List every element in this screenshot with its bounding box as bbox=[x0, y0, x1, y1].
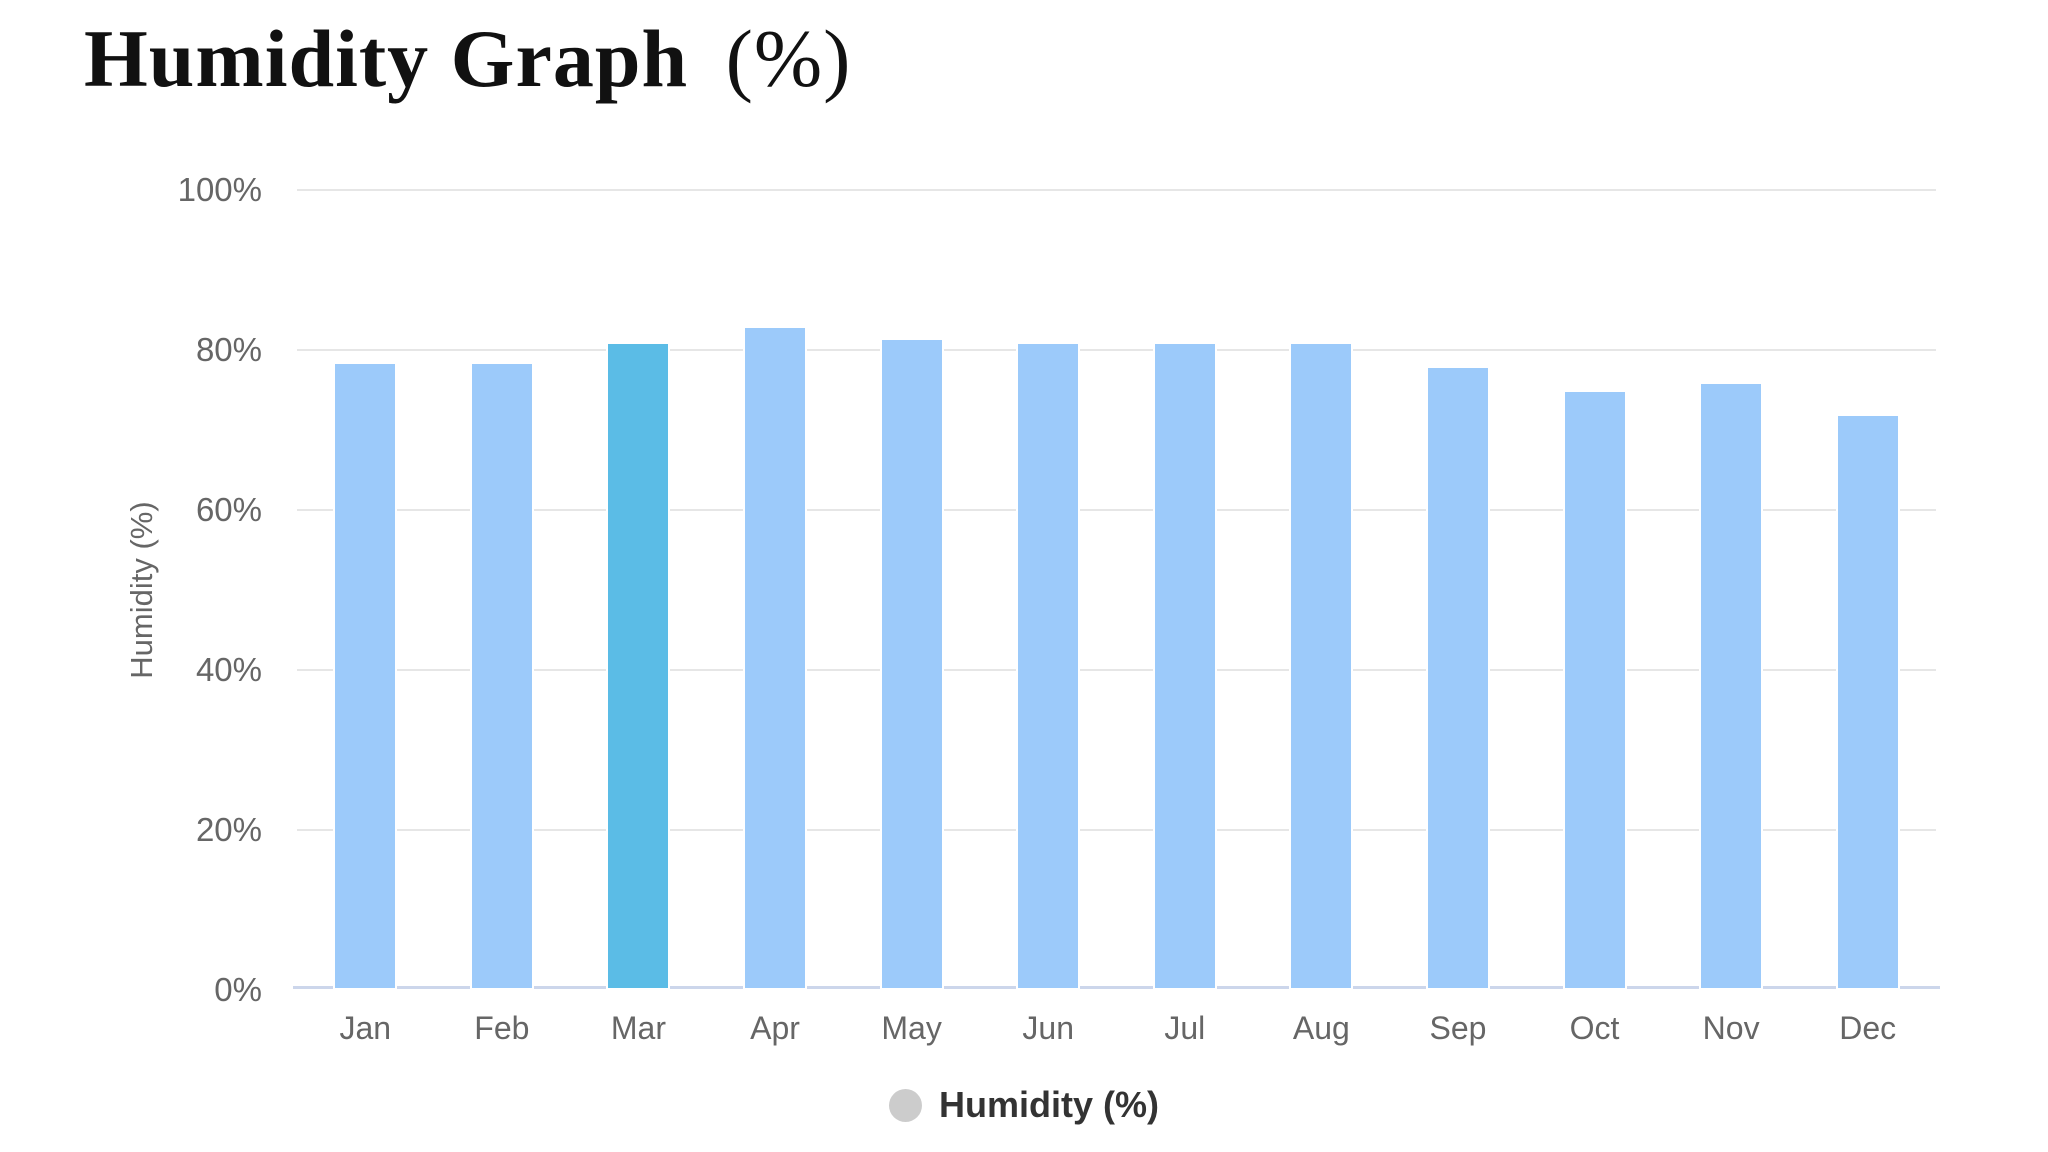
bar-aug[interactable] bbox=[1289, 342, 1354, 990]
bar-nov[interactable] bbox=[1699, 382, 1764, 990]
bar-jan[interactable] bbox=[333, 362, 398, 990]
y-tick-label-0: 0% bbox=[214, 971, 262, 1008]
x-tick-label-sep: Sep bbox=[1429, 1010, 1487, 1046]
x-tick-label-mar: Mar bbox=[610, 1010, 666, 1046]
x-tick-label-may: May bbox=[881, 1010, 942, 1046]
x-tick-label-oct: Oct bbox=[1569, 1010, 1620, 1046]
page-title-units: (%) bbox=[725, 13, 852, 104]
bar-dec[interactable] bbox=[1835, 414, 1900, 990]
legend-marker-circle-icon bbox=[889, 1088, 922, 1122]
bar-mar[interactable] bbox=[606, 342, 671, 990]
x-axis-line bbox=[293, 986, 1940, 989]
x-tick-label-nov: Nov bbox=[1702, 1010, 1760, 1046]
bar-feb[interactable] bbox=[469, 362, 534, 990]
gridline-40 bbox=[297, 669, 1936, 671]
y-tick-label-20: 20% bbox=[195, 811, 262, 848]
bar-jun[interactable] bbox=[1016, 342, 1081, 990]
x-tick-label-jan: Jan bbox=[339, 1010, 392, 1046]
gridline-60 bbox=[297, 509, 1936, 511]
x-tick-label-dec: Dec bbox=[1839, 1010, 1897, 1046]
page-title: Humidity Graph (%) bbox=[84, 13, 852, 104]
legend-item-humidity[interactable]: Humidity (%) bbox=[889, 1084, 1159, 1126]
y-tick-label-100: 100% bbox=[177, 171, 262, 208]
y-tick-label-40: 40% bbox=[195, 651, 262, 688]
legend-label: Humidity (%) bbox=[939, 1084, 1159, 1125]
x-tick-label-feb: Feb bbox=[474, 1010, 530, 1046]
gridline-100 bbox=[297, 189, 1936, 191]
x-tick-label-aug: Aug bbox=[1292, 1010, 1350, 1046]
bar-apr[interactable] bbox=[743, 326, 808, 990]
y-tick-label-60: 60% bbox=[195, 491, 262, 528]
gridline-80 bbox=[297, 349, 1936, 351]
x-tick-label-jun: Jun bbox=[1022, 1010, 1074, 1046]
page-title-main: Humidity Graph bbox=[84, 13, 689, 104]
bar-jul[interactable] bbox=[1152, 342, 1217, 990]
y-axis-title: Humidity (%) bbox=[124, 501, 159, 679]
y-tick-label-80: 80% bbox=[195, 331, 262, 368]
x-tick-label-apr: Apr bbox=[750, 1010, 800, 1046]
x-tick-label-jul: Jul bbox=[1164, 1010, 1206, 1046]
bar-sep[interactable] bbox=[1425, 366, 1490, 990]
bar-oct[interactable] bbox=[1562, 390, 1627, 990]
bar-may[interactable] bbox=[879, 338, 944, 990]
gridline-20 bbox=[297, 829, 1936, 831]
